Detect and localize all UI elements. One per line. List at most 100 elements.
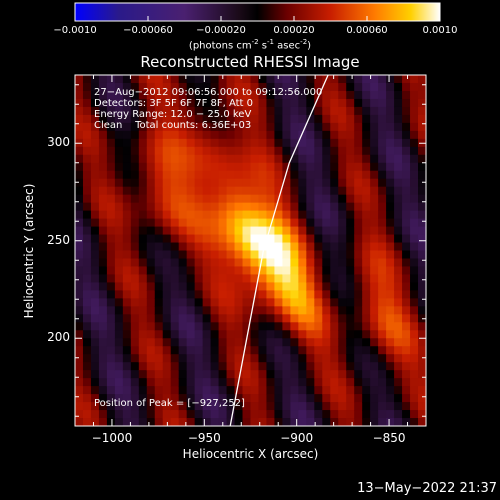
heatmap-cell	[290, 98, 299, 108]
heatmap-cell	[258, 298, 268, 307]
heatmap-cell	[314, 378, 323, 387]
y-axis-label: Heliocentric Y (arcsec)	[22, 183, 36, 319]
heatmap-cell	[90, 114, 100, 124]
heatmap-cell	[386, 202, 395, 212]
heatmap-cell	[82, 330, 92, 339]
heatmap-cell	[402, 178, 411, 188]
heatmap-cell	[186, 290, 196, 299]
heatmap-cell	[226, 362, 236, 371]
heatmap-cell	[330, 154, 339, 164]
heatmap-cell	[186, 338, 196, 347]
heatmap-cell	[90, 146, 100, 156]
heatmap-cell	[298, 82, 307, 92]
heatmap-cell	[178, 282, 188, 291]
heatmap-cell	[90, 346, 100, 355]
heatmap-cell	[186, 106, 196, 116]
heatmap-cell	[306, 194, 315, 204]
heatmap-cell	[218, 202, 228, 212]
heatmap-cell	[210, 282, 220, 291]
heatmap-cell	[330, 338, 339, 347]
heatmap-cell	[82, 370, 92, 379]
heatmap-cell	[338, 386, 347, 395]
heatmap-cell	[218, 138, 228, 148]
heatmap-cell	[170, 274, 180, 284]
heatmap-cell	[170, 250, 180, 260]
heatmap-cell	[402, 138, 411, 148]
heatmap-cell	[114, 234, 124, 244]
heatmap-cell	[114, 418, 124, 426]
heatmap-cell	[146, 314, 156, 323]
heatmap-cell	[106, 138, 116, 148]
heatmap-cell	[186, 146, 196, 156]
heatmap-cell	[330, 410, 339, 419]
heatmap-cell	[274, 322, 284, 331]
heatmap-cell	[170, 75, 180, 84]
heatmap-cell	[282, 194, 291, 204]
heatmap-cell	[306, 266, 315, 276]
heatmap-cell	[330, 290, 339, 299]
heatmap-cell	[274, 354, 284, 363]
heatmap-cell	[130, 402, 140, 411]
heatmap-cell	[402, 130, 411, 140]
heatmap-cell	[298, 378, 307, 387]
heatmap-cell	[298, 138, 307, 148]
heatmap-cell	[282, 410, 291, 419]
heatmap-cell	[298, 258, 307, 268]
heatmap-cell	[314, 114, 323, 124]
heatmap-cell	[170, 306, 180, 315]
heatmap-cell	[386, 226, 395, 236]
heatmap-cell	[194, 418, 204, 426]
heatmap-cell	[282, 370, 291, 379]
heatmap-cell	[75, 282, 84, 291]
heatmap-cell	[194, 410, 204, 419]
heatmap-cell	[218, 154, 228, 164]
heatmap-cell	[306, 394, 315, 403]
heatmap-cell	[314, 418, 323, 426]
heatmap-cell	[394, 122, 403, 132]
heatmap-cell	[338, 138, 347, 148]
heatmap-cell	[362, 394, 371, 403]
heatmap-cell	[138, 210, 148, 220]
heatmap-cell	[106, 210, 116, 220]
heatmap-cell	[202, 178, 212, 188]
heatmap-cell	[210, 154, 220, 164]
heatmap-cell	[282, 386, 291, 395]
heatmap-cell	[338, 354, 347, 363]
heatmap-cell	[386, 330, 395, 339]
heatmap-cell	[290, 178, 299, 188]
heatmap-cell	[234, 202, 244, 212]
heatmap-cell	[202, 130, 212, 140]
heatmap-cell	[338, 378, 347, 387]
heatmap-cell	[338, 346, 347, 355]
heatmap-cell	[314, 218, 323, 228]
heatmap-cell	[90, 306, 100, 315]
heatmap-cell	[274, 162, 284, 172]
heatmap-cell	[242, 338, 252, 347]
heatmap-cell	[82, 75, 92, 84]
heatmap-cell	[106, 98, 116, 108]
heatmap-cell	[394, 218, 403, 228]
heatmap-cell	[146, 146, 156, 156]
heatmap-cell	[178, 122, 188, 132]
heatmap-cell	[170, 266, 180, 276]
heatmap-cell	[90, 210, 100, 220]
heatmap-cell	[386, 106, 395, 116]
heatmap-cell	[306, 298, 315, 307]
heatmap-cell	[75, 202, 84, 212]
heatmap-cell	[314, 354, 323, 363]
heatmap-cell	[242, 402, 252, 411]
heatmap-cell	[258, 314, 268, 323]
heatmap-cell	[402, 106, 411, 116]
heatmap-cell	[186, 226, 196, 236]
heatmap-cell	[346, 226, 355, 236]
heatmap-cell	[298, 114, 307, 124]
heatmap-cell	[314, 250, 323, 260]
heatmap-cell	[170, 258, 180, 268]
heatmap-cell	[218, 314, 228, 323]
heatmap-cell	[98, 114, 108, 124]
heatmap-cell	[130, 130, 140, 140]
heatmap-cell	[306, 370, 315, 379]
heatmap-cell	[410, 82, 419, 92]
heatmap-cell	[210, 346, 220, 355]
heatmap-cell	[338, 418, 347, 426]
